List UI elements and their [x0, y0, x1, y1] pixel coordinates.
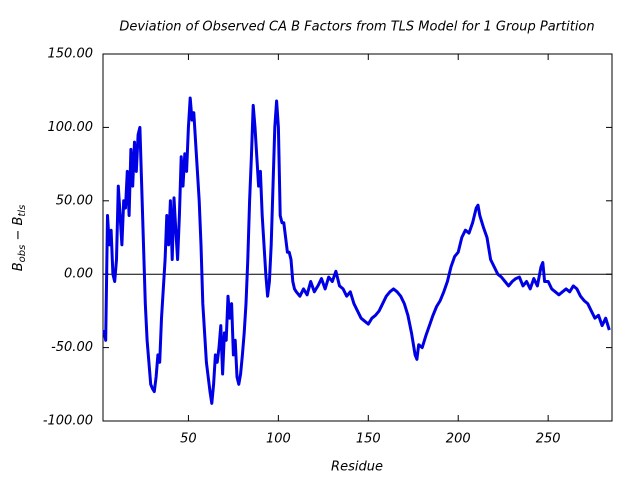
data-line [102, 96, 611, 405]
x-tick-label: 50 [180, 432, 197, 447]
y-tick-label: -50.00 [51, 340, 93, 355]
x-tick-label: 150 [356, 432, 381, 447]
x-axis-label: Residue [331, 460, 383, 475]
y-label-part: tls [17, 205, 28, 217]
y-label-part: B [11, 262, 26, 271]
y-tick-label: 150.00 [48, 47, 94, 62]
plot-frame [102, 53, 613, 422]
x-tick-label: 250 [536, 432, 561, 447]
y-axis-label: Bobs − Btls [11, 205, 29, 272]
y-tick-label: 0.00 [64, 267, 93, 282]
x-tick-label: 200 [446, 432, 471, 447]
y-tick-label: 100.00 [48, 120, 94, 135]
chart-title: Deviation of Observed CA B Factors from … [119, 20, 594, 35]
y-label-part: − B [11, 217, 26, 245]
x-tick-label: 100 [266, 432, 291, 447]
y-tick-label: 50.00 [56, 193, 93, 208]
y-label-part: obs [17, 245, 28, 263]
y-tick-label: -100.00 [43, 414, 93, 429]
